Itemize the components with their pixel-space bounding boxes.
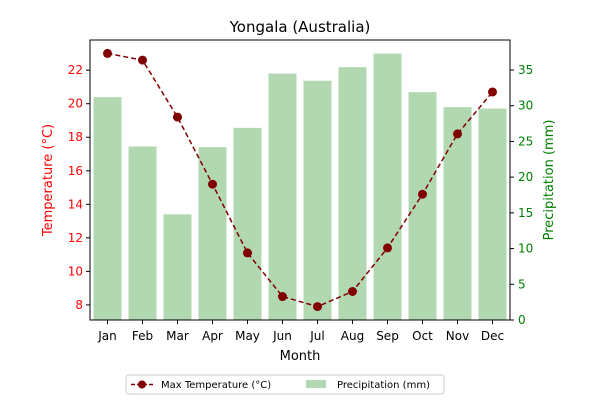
precipitation-bar	[198, 147, 227, 320]
right-axis-tick-label: 0	[518, 313, 526, 327]
precipitation-bar	[408, 92, 437, 321]
precipitation-bar	[233, 127, 262, 320]
precipitation-bar	[338, 67, 367, 321]
x-axis-tick-label: Jan	[97, 329, 117, 343]
left-axis-tick-label: 12	[68, 231, 83, 245]
temperature-line	[107, 52, 494, 308]
temperature-point	[488, 87, 497, 97]
temperature-point	[103, 48, 112, 58]
legend-label-precipitation: Precipitation (mm)	[337, 380, 430, 391]
left-axis-tick-label: 18	[68, 130, 83, 144]
left-axis-label: Temperature (°C)	[41, 124, 56, 237]
precipitation-bar	[93, 97, 122, 321]
x-axis-tick-label: Sep	[376, 329, 399, 343]
precipitation-bar	[443, 107, 472, 321]
precipitation-bar	[268, 73, 297, 320]
right-axis-tick-label: 15	[518, 206, 533, 220]
legend-line-marker	[138, 380, 146, 389]
temperature-point	[243, 248, 252, 258]
right-axis-tick-label: 25	[518, 134, 533, 148]
temperature-point	[418, 189, 427, 199]
bars-layer	[93, 53, 507, 321]
temperature-point	[348, 286, 357, 296]
precipitation-bar	[373, 53, 402, 320]
left-axis-tick-label: 8	[75, 298, 83, 312]
x-axis-tick-label: Mar	[166, 329, 189, 343]
left-axis-tick-label: 16	[68, 164, 83, 178]
right-axis-tick-label: 5	[518, 277, 526, 291]
temperature-point	[313, 302, 322, 312]
x-axis-tick-label: May	[235, 329, 260, 343]
axes-layer: 8 10 12 14 16 18 20 22 0 5 10 15 20 25 30 35 Jan Feb Mar Ap…	[68, 39, 533, 343]
plot-frame	[89, 39, 511, 321]
right-axis-label: Precipitation (mm)	[542, 120, 557, 241]
right-axis-tick-label: 30	[518, 99, 533, 113]
precipitation-bar	[303, 80, 332, 320]
x-axis-tick-label: Oct	[412, 329, 433, 343]
right-axis-tick-label: 35	[518, 63, 533, 77]
precipitation-bar	[163, 214, 192, 320]
x-axis-tick-label: Jun	[272, 329, 292, 343]
left-axis-tick-label: 20	[68, 97, 83, 111]
temperature-point	[278, 292, 287, 302]
temperature-point	[383, 243, 392, 253]
precipitation-bar	[478, 108, 507, 320]
right-axis-tick-label: 10	[518, 242, 533, 256]
temperature-point	[173, 112, 182, 122]
legend-bar-swatch	[306, 380, 326, 388]
precipitation-bar	[128, 146, 157, 320]
temperature-point	[138, 55, 147, 65]
x-axis-label: Month	[280, 349, 321, 364]
legend: Max Temperature (°C) Precipitation (mm)	[125, 374, 445, 395]
x-axis-tick-label: Dec	[481, 329, 504, 343]
right-axis-tick-label: 20	[518, 170, 533, 184]
x-axis-tick-label: Feb	[132, 329, 153, 343]
legend-label-temperature: Max Temperature (°C)	[161, 380, 271, 391]
left-axis-tick-label: 10	[68, 264, 83, 278]
temperature-point	[208, 179, 217, 189]
x-axis-tick-label: Nov	[446, 329, 469, 343]
line-layer	[103, 48, 497, 312]
x-axis-tick-label: Apr	[202, 329, 223, 343]
temperature-point	[453, 129, 462, 139]
legend-frame	[125, 374, 445, 395]
x-axis-tick-label: Aug	[341, 329, 364, 343]
chart-title: Yongala (Australia)	[229, 18, 371, 36]
left-axis-tick-label: 14	[68, 197, 83, 211]
x-axis-tick-label: Jul	[309, 329, 324, 343]
left-axis-tick-label: 22	[68, 63, 83, 77]
